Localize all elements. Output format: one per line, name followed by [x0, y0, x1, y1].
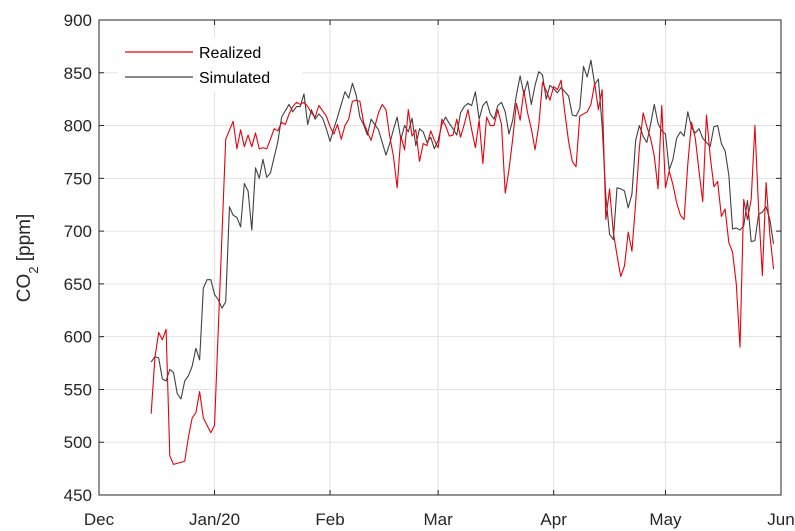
- series-line-simulated: [150, 59, 775, 400]
- x-tick-label: May: [649, 510, 682, 529]
- plot-frame: [98, 19, 782, 496]
- y-tick-label: 750: [64, 169, 92, 188]
- y-tick-label: 850: [64, 64, 92, 83]
- series-line-realized: [150, 79, 775, 465]
- data-series: [150, 59, 775, 465]
- x-tick-label: Feb: [315, 510, 344, 529]
- legend-label-simulated: Simulated: [199, 70, 270, 87]
- y-axis-label-unit: [ppm]: [14, 214, 35, 267]
- y-tick-label: 800: [64, 117, 92, 136]
- y-tick-label: 550: [64, 380, 92, 399]
- y-axis-label-main: CO: [14, 274, 35, 303]
- y-tick-label: 700: [64, 222, 92, 241]
- legend: Realized Simulated: [117, 38, 302, 92]
- legend-box: [117, 38, 302, 92]
- x-tick-labels: Dec Jan/20 Feb Mar Apr May Jun: [84, 510, 795, 529]
- y-tick-label: 650: [64, 275, 92, 294]
- y-axis-label-subscript: 2: [26, 267, 41, 274]
- x-tick-label: Jan/20: [189, 510, 240, 529]
- x-tick-label: Mar: [423, 510, 453, 529]
- x-tick-label: Apr: [540, 510, 567, 529]
- y-tick-label: 450: [64, 486, 92, 505]
- legend-label-realized: Realized: [199, 45, 261, 62]
- x-tick-label: Jun: [767, 510, 794, 529]
- y-tick-labels: 450 500 550 600 650 700 750 800 850 900: [64, 11, 92, 505]
- y-axis-label: CO2 [ppm]: [14, 214, 41, 303]
- y-tick-label: 900: [64, 11, 92, 30]
- y-tick-label: 500: [64, 433, 92, 452]
- plot-area: [99, 20, 781, 495]
- axis-ticks: [98, 19, 782, 496]
- y-tick-label: 600: [64, 328, 92, 347]
- x-tick-label: Dec: [84, 510, 115, 529]
